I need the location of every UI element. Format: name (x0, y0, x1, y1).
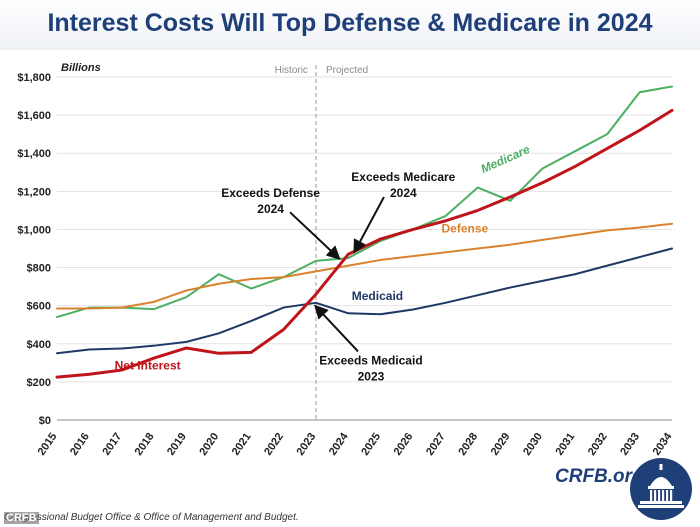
x-tick-label: 2034 (651, 430, 675, 458)
y-tick-label: $0 (39, 415, 51, 427)
x-tick-label: 2024 (327, 430, 351, 458)
x-tick-label: 2017 (100, 431, 124, 458)
annotation-text: Exceeds Defense (221, 186, 320, 200)
x-tick-label: 2030 (521, 431, 545, 458)
x-tick-label: 2029 (489, 431, 513, 458)
series-label-medicaid: Medicaid (352, 289, 403, 303)
annotation-text: 2023 (358, 370, 385, 384)
x-tick-label: 2033 (618, 431, 642, 458)
annotation-arrow (314, 304, 359, 353)
source-note: Congressional Budget Office & Office of … (4, 512, 299, 523)
annotation-text: Exceeds Medicaid (319, 354, 422, 368)
x-tick-label: 2019 (165, 431, 189, 458)
y-tick-label: $800 (27, 263, 51, 275)
x-tick-label: 2027 (424, 431, 448, 458)
annotation: Exceeds Medicare 2024 (351, 170, 456, 254)
x-tick-label: 2023 (295, 431, 319, 458)
x-tick-label: 2025 (359, 431, 383, 458)
watermark: CRFB (4, 512, 39, 524)
y-tick-label: $600 (27, 301, 51, 313)
series-label-defense: Defense (441, 221, 488, 235)
annotation-arrow (353, 196, 385, 254)
y-tick-label: $1,000 (17, 224, 51, 236)
annotation: Exceeds Medicaid 2023 (314, 304, 423, 384)
historic-label: Historic (275, 65, 308, 76)
projected-label: Projected (326, 65, 368, 76)
x-tick-label: 2022 (262, 431, 286, 458)
capitol-dome-icon (630, 458, 692, 520)
y-tick-label: $400 (27, 339, 51, 351)
annotation-text: 2024 (257, 202, 284, 216)
series-label-net_interest: Net Interest (115, 359, 181, 373)
y-tick-label: $1,800 (17, 72, 51, 84)
x-tick-label: 2020 (197, 431, 221, 458)
y-tick-label: $1,200 (17, 186, 51, 198)
y-tick-label: $1,600 (17, 110, 51, 122)
series-labels: Medicare Defense Medicaid Net Interest (115, 142, 533, 373)
title-band (0, 0, 700, 50)
annotation: Exceeds Defense 2024 (221, 186, 341, 260)
x-tick-label: 2028 (456, 431, 480, 458)
x-tick-label: 2021 (230, 431, 254, 458)
x-tick-label: 2015 (36, 431, 60, 458)
series-line-defense (56, 222, 673, 310)
annotation-arrow (289, 211, 341, 260)
chart-title: Interest Costs Will Top Defense & Medica… (47, 9, 653, 37)
series-line-net_interest (55, 108, 674, 379)
x-tick-label: 2026 (392, 431, 416, 458)
historic-projected-divider: Historic Projected (275, 65, 368, 420)
series-label-medicare: Medicare (479, 142, 533, 176)
y-tick-label: $200 (27, 377, 51, 389)
x-tick-label: 2016 (68, 431, 92, 458)
x-tick-label: 2032 (586, 431, 610, 458)
brand-text: CRFB.org (555, 466, 644, 487)
x-axis: 2015 2016 2017 2018 2019 2020 2021 2022 2023 2024… (36, 430, 675, 458)
y-axis: $0 $200 $400 $600 $800 $1,000 $1,200 $1,400 $1,6… (17, 62, 100, 427)
y-axis-label: Billions (61, 62, 101, 74)
annotation-text: 2024 (390, 186, 417, 200)
annotation-text: Exceeds Medicare (351, 170, 455, 184)
x-tick-label: 2018 (133, 431, 157, 458)
series-line-medicaid (56, 247, 673, 355)
series-line-medicare (56, 85, 673, 319)
x-tick-label: 2031 (553, 431, 577, 458)
y-tick-label: $1,400 (17, 148, 51, 160)
